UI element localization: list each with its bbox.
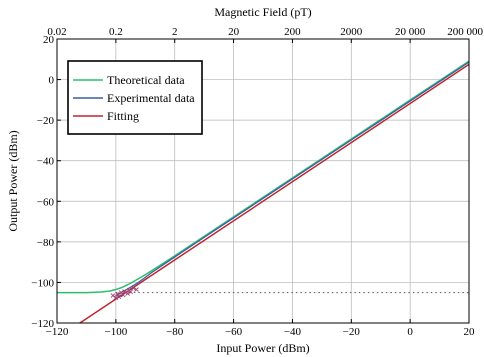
- y-tick-label: −100: [31, 277, 54, 289]
- experimental-marker: [128, 289, 133, 295]
- top-tick-label: 20 000: [395, 26, 426, 38]
- top-tick-label: 2000: [340, 26, 363, 38]
- legend-label-experimental: Experimental data: [107, 91, 195, 105]
- y-tick-label: 20: [43, 34, 55, 46]
- ticks: −120 −100 −80 −60 −40 −20 0 20−120−100−80−60−40…: [31, 26, 483, 338]
- y-axis-title: Output Power (dBm): [6, 130, 20, 231]
- legend-label-fitting: Fitting: [107, 109, 139, 123]
- experimental-marker: [122, 289, 128, 294]
- top-tick-label: 0.2: [109, 26, 123, 38]
- experimental-marker: [110, 293, 116, 298]
- top-tick-label: 200: [284, 26, 301, 38]
- x-axis-title: Input Power (dBm): [216, 341, 309, 355]
- legend: Theoretical data Experimental data Fitti…: [67, 60, 203, 135]
- y-tick-label: −120: [31, 318, 54, 330]
- experimental-marker: [120, 292, 126, 298]
- experimental-marker: [131, 285, 136, 291]
- top-tick-label: 0.02: [47, 26, 66, 38]
- top-axis-title: Magnetic Field (pT): [214, 5, 311, 19]
- top-tick-label: 200 000: [447, 26, 483, 38]
- experimental-marker: [125, 291, 130, 296]
- y-tick-label: 0: [49, 75, 55, 87]
- y-tick-label: −60: [37, 196, 55, 208]
- series-layer: [57, 60, 469, 323]
- y-tick-label: −40: [37, 156, 55, 168]
- y-tick-label: −20: [37, 115, 55, 127]
- series-line-experimental-data: [115, 61, 469, 297]
- plot-frame: [56, 38, 470, 324]
- x-tick-label: −60: [225, 326, 243, 338]
- x-tick-label: −100: [104, 326, 127, 338]
- top-tick-label: 2: [172, 26, 178, 38]
- legend-label-theoretical: Theoretical data: [107, 73, 185, 87]
- experimental-marker: [134, 287, 139, 292]
- x-tick-label: −80: [166, 326, 184, 338]
- x-tick-label: 0: [407, 326, 413, 338]
- x-tick-label: −20: [343, 326, 361, 338]
- x-tick-label: −40: [284, 326, 302, 338]
- series-line-theoretical-data: [57, 60, 469, 294]
- top-tick-label: 20: [228, 26, 240, 38]
- x-tick-label: 20: [464, 326, 476, 338]
- experimental-marker: [116, 294, 122, 299]
- y-tick-label: −80: [37, 237, 55, 249]
- experimental-marker: [115, 291, 120, 297]
- experimental-marker: [113, 295, 119, 300]
- x-tick-label: −120: [46, 326, 69, 338]
